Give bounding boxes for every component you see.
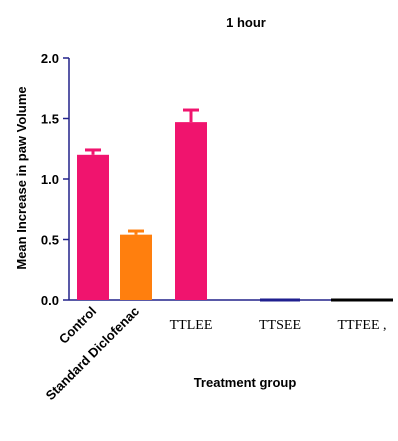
y-tick-label: 0.0 (41, 293, 59, 308)
x-tick-label: TTFEE , (338, 318, 387, 333)
bar (260, 298, 300, 302)
x-tick-label: TTLEE (170, 318, 213, 333)
y-tick-label: 2.0 (41, 51, 59, 66)
x-tick-label: TTSEE (259, 318, 301, 333)
y-ticks: 0.0 0.5 1.0 1.5 2.0 (41, 51, 69, 308)
x-tick-label: Control (56, 304, 99, 347)
bar (120, 234, 152, 300)
y-tick-label: 0.5 (41, 233, 59, 248)
bar (331, 298, 393, 302)
bar (77, 154, 109, 300)
y-tick-label: 1.5 (41, 112, 59, 127)
y-axis-title: Mean Increase in paw Volume (14, 86, 29, 269)
chart-title: 1 hour (226, 15, 266, 30)
x-axis-title: Treatment group (194, 375, 297, 390)
y-tick-label: 1.0 (41, 172, 59, 187)
bars (77, 108, 393, 302)
bar (175, 122, 207, 300)
